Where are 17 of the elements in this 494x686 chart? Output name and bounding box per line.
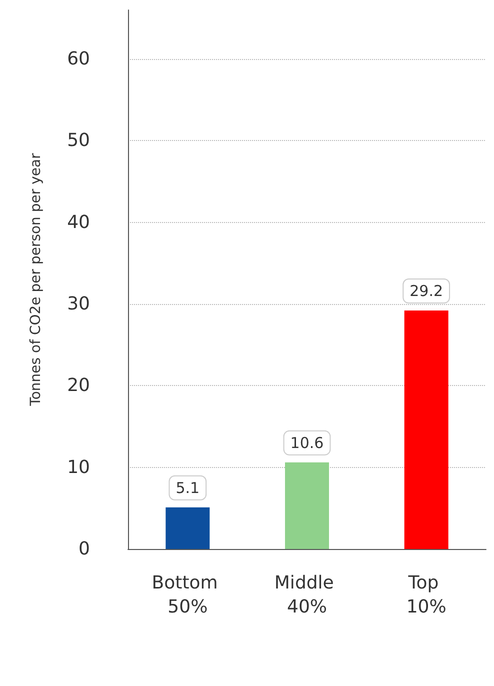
y-tick-label: 40 <box>67 212 90 233</box>
bar <box>285 462 329 549</box>
data-label: 10.6 <box>290 434 324 452</box>
x-tick-label: Middle 40% <box>274 572 340 618</box>
bar <box>166 507 210 549</box>
y-tick-label: 0 <box>78 538 90 560</box>
y-axis-title: Tonnes of CO2e per person per year <box>28 152 44 407</box>
y-tick-label: 20 <box>67 375 90 396</box>
data-label: 5.1 <box>176 478 200 497</box>
y-tick-label: 50 <box>67 130 90 152</box>
y-tick-label: 10 <box>67 456 90 478</box>
x-tick-label: Bottom 50% <box>152 572 224 618</box>
bar <box>404 310 448 549</box>
x-tick-label: Top 10% <box>406 572 446 618</box>
data-label: 29.2 <box>410 282 444 300</box>
y-tick-label: 60 <box>67 48 90 70</box>
y-tick-label: 30 <box>67 294 90 314</box>
